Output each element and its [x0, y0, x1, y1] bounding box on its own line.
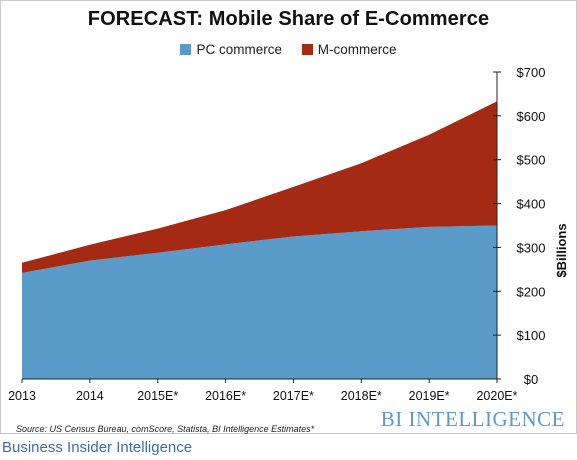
series-area-pc-commerce — [22, 225, 497, 379]
x-tick-label: 2013 — [8, 389, 36, 403]
brand-logo: BI INTELLIGENCE — [380, 407, 565, 431]
x-tick-label: 2014 — [76, 389, 104, 403]
x-tick-label: 2017E* — [273, 389, 314, 403]
x-tick-label: 2020E* — [476, 389, 517, 403]
legend-swatch-mobile — [301, 44, 313, 55]
x-tick-label: 2019E* — [409, 389, 450, 403]
caption: Business Insider Intelligence — [2, 439, 193, 456]
y-tick-label: $700 — [517, 65, 546, 80]
x-tick-label: 2015E* — [137, 389, 178, 403]
y-tick-label: $0 — [524, 372, 538, 387]
area-chart: $0 $100 $200 $300 $400 $500 $600 $700 2013 2014 20… — [8, 65, 569, 403]
y-tick-label: $600 — [517, 109, 546, 124]
legend-item-mobile: M-commerce — [301, 42, 397, 57]
x-tick-label: 2016E* — [205, 389, 246, 403]
series-area-m-commerce — [22, 101, 497, 273]
y-tick-label: $100 — [517, 328, 546, 343]
source-note: Source: US Census Bureau, comScore, Stat… — [16, 424, 315, 434]
legend-label-pc: PC commerce — [196, 42, 282, 57]
x-tick-label: 2018E* — [341, 389, 382, 403]
legend-item-pc: PC commerce — [180, 42, 282, 57]
y-tick-label: $400 — [517, 197, 546, 212]
chart-title: FORECAST: Mobile Share of E-Commerce — [87, 8, 490, 30]
legend-swatch-pc — [180, 44, 192, 55]
y-tick-label: $500 — [517, 153, 546, 168]
y-axis-label: $Billions — [554, 223, 569, 277]
y-tick-label: $200 — [517, 284, 546, 299]
chart-legend: PC commerce M-commerce — [0, 42, 577, 58]
y-tick-label: $300 — [517, 240, 546, 255]
legend-label-mobile: M-commerce — [317, 42, 397, 57]
